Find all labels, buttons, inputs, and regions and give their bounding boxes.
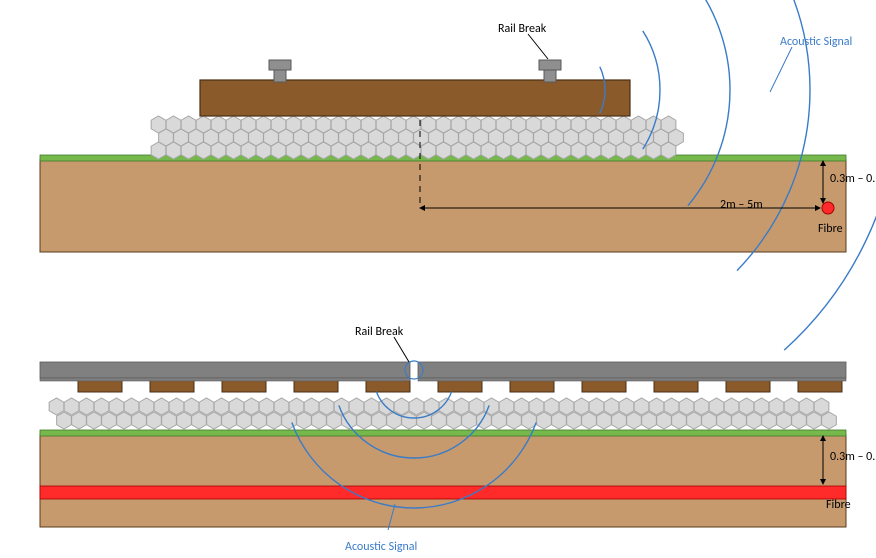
ballast [151,116,683,159]
leader-acoustic [770,47,792,92]
rail-foot-1 [418,378,846,381]
label-acoustic-b: Acoustic Signal [345,540,417,554]
ground [40,434,846,527]
label-fibre-a: Fibre [818,222,843,236]
fibre-cross-section [822,202,834,214]
label-rail-break-b: Rail Break [355,325,403,339]
leader-rail-break [528,34,548,59]
ballast [49,398,836,429]
grass [40,430,846,436]
label-depth-a: 0.3m – 0.5m [830,172,876,186]
leader-rail-break-b [394,337,409,362]
panel-side-view [40,337,846,530]
diagram-svg [0,0,876,558]
label-rail-break-a: Rail Break [498,22,546,36]
rail-head-1 [539,60,561,82]
rail-segment-0 [40,362,410,378]
label-fibre-b: Fibre [826,498,851,512]
diagram-canvas: Rail Break Acoustic Signal 0.3m – 0.5m 2m –… [0,0,876,558]
panel-cross-section [40,0,876,350]
fibre-band [40,486,846,499]
label-acoustic-a: Acoustic Signal [780,35,852,49]
label-horiz: 2m – 5m [720,198,763,212]
sleeper [200,80,630,116]
rail-head-0 [269,60,291,82]
label-depth-b: 0.3m – 0.5m [830,450,876,464]
rail-foot-0 [40,378,410,381]
rail-segment-1 [418,362,846,378]
